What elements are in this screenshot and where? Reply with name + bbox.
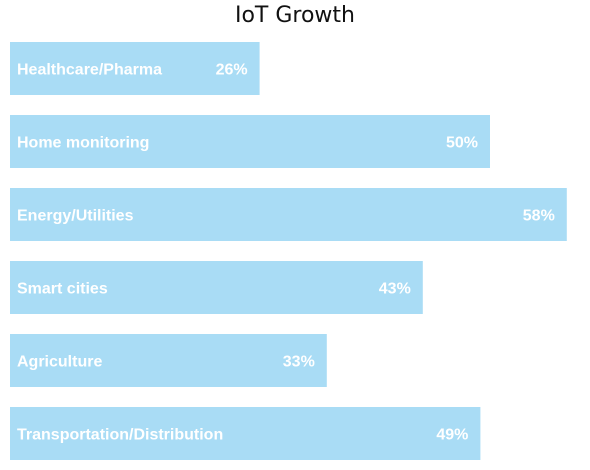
value-label: 50% (446, 135, 478, 152)
bar-agriculture (10, 334, 327, 387)
category-label: Transportation/Distribution (17, 427, 223, 444)
category-label: Agriculture (17, 354, 102, 371)
category-label: Smart cities (17, 281, 108, 298)
bars-layer: Healthcare/Pharma 26% Home monitoring 50% En… (10, 42, 567, 460)
category-label: Energy/Utilities (17, 208, 134, 225)
value-label: 49% (436, 427, 468, 444)
bar-energy-utilities (10, 188, 567, 241)
value-label: 26% (216, 62, 248, 79)
bar-transportation-distribution (10, 407, 481, 460)
chart-title: IoT Growth (234, 3, 355, 28)
value-label: 43% (379, 281, 411, 298)
category-label: Healthcare/Pharma (17, 62, 162, 79)
bar-home-monitoring (10, 115, 490, 168)
category-label: Home monitoring (17, 135, 149, 152)
value-label: 33% (283, 354, 315, 371)
value-label: 58% (523, 208, 555, 225)
bar-healthcare-pharma (10, 42, 260, 95)
bar-smart-cities (10, 261, 423, 314)
